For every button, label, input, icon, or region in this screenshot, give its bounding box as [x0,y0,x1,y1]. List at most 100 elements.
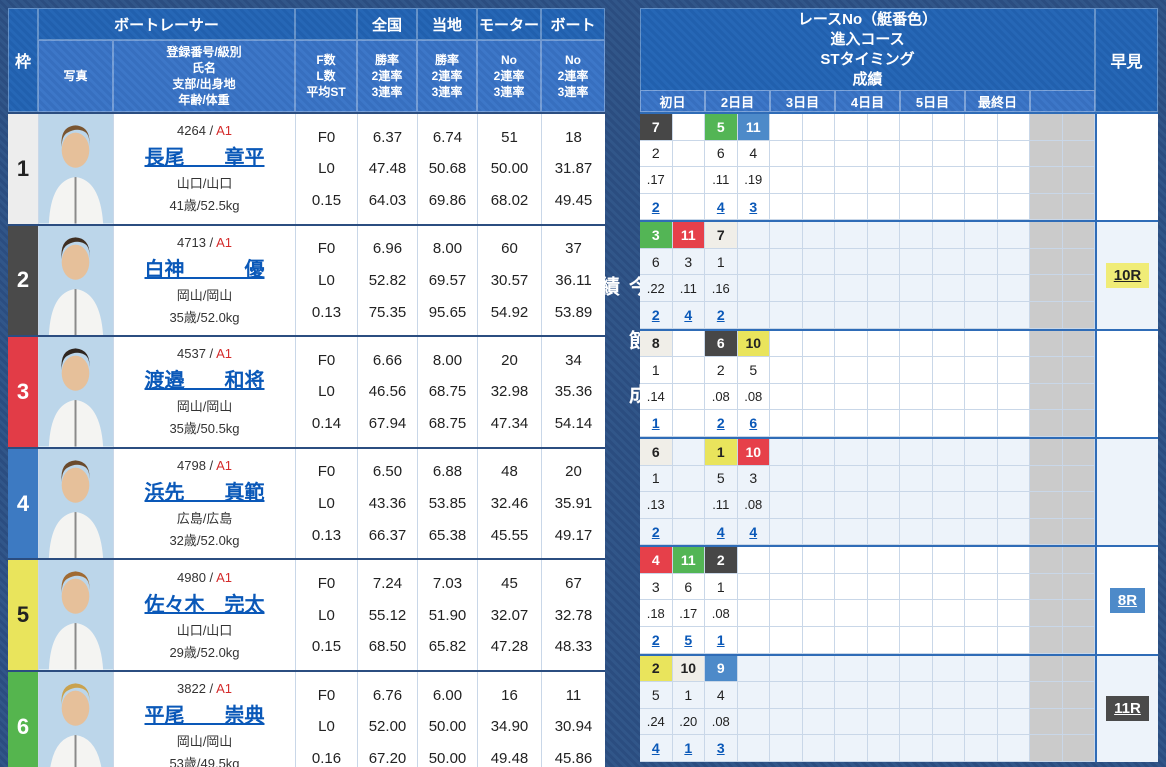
quick-view-race-link[interactable]: 8R [1109,587,1146,613]
boat-group-header: ボート [541,8,605,40]
result-link[interactable]: 4 [716,198,725,215]
racer-photo[interactable] [38,448,113,559]
entry-course-cell [802,573,835,601]
result-link[interactable]: 4 [716,523,725,540]
race-no-cell [997,438,1030,466]
quick-view-cell: 8R [1095,547,1158,654]
race-no-cell [835,655,868,683]
result-link[interactable]: 4 [749,523,758,540]
result-link[interactable]: 2 [651,198,660,215]
result-link[interactable]: 2 [716,306,725,323]
racer-name-link[interactable]: 浜先 真範 [144,482,265,505]
result-cell [965,627,998,654]
registration-class: 4980 / A1 [177,570,232,585]
st-timing-cell: .16 [705,275,738,303]
result-link[interactable]: 3 [716,740,725,757]
st-timing-cell [672,383,705,411]
entry-course-cell [770,573,803,601]
f-l-avgst-value: 0.15 [311,638,342,656]
quick-view-cell [1095,438,1158,546]
result-link[interactable]: 1 [651,415,660,432]
result-cell [932,735,965,762]
result-link[interactable]: 2 [651,523,660,540]
age-weight: 35歳/50.5kg [169,421,240,437]
result-link[interactable]: 2 [651,306,660,323]
result-cell [737,302,770,329]
st-timing-cell [672,492,705,519]
result-cell [932,193,965,221]
result-link[interactable]: 4 [651,740,660,757]
result-link[interactable]: 1 [716,631,725,648]
local-stats-value: 8.00 [432,351,463,369]
result-link[interactable]: 1 [684,740,693,757]
result-cell: 1 [640,410,673,437]
racer-photo[interactable] [38,337,113,447]
motor-stats-value: 47.28 [490,638,529,656]
racer-row: 6 3822 / A1 平尾 崇典 岡山/岡山 53歳/49.5kg F0 L0 0.16 6.… [8,669,605,767]
age-weight: 41歳/52.5kg [169,198,240,214]
motor-stats-value: 20 [501,351,518,369]
series-row: 6 1 10 1 5 3.13.11.08 2 4 4 [640,436,1158,546]
result-link[interactable]: 6 [749,415,758,432]
quick-view-cell: 11R [1095,655,1158,762]
st-timing-cell: .13 [640,492,673,519]
entry-course-cell [737,248,770,276]
boat-stats: 34 35.36 54.14 [541,337,605,447]
racer-name-link[interactable]: 佐々木 完太 [144,593,265,616]
boat-stats: 11 30.94 45.86 [541,671,605,767]
result-cell [900,627,933,654]
result-cell [1030,302,1063,329]
entry-course-cell [802,357,835,384]
result-link[interactable]: 5 [684,631,693,648]
entry-course-cell: 6 [705,140,738,168]
st-timing-cell [835,492,868,519]
race-no-cell [965,655,998,683]
racer-photo[interactable] [38,114,113,224]
result-cell: 2 [640,627,673,654]
st-timing-cell [867,708,900,736]
result-link[interactable]: 3 [749,198,758,215]
motor-stats: 16 34.90 49.48 [477,671,541,767]
boat-stats-value: 37 [565,240,582,258]
motor-stats-value: 49.48 [490,749,529,767]
racer-photo[interactable] [38,560,113,670]
quick-view-race-link[interactable]: 11R [1106,696,1149,722]
race-no-cell [802,222,835,249]
racer-photo[interactable] [38,671,113,767]
st-timing-cell [802,708,835,736]
boat-stats-value: 54.14 [554,415,593,433]
boat-stats-value: 32.78 [554,606,593,624]
st-timing-cell: .11 [672,275,705,303]
racer-name-link[interactable]: 平尾 崇典 [144,705,265,728]
racer-photo[interactable] [38,225,113,336]
reg-separator: / [205,234,217,250]
st-timing-cell [1062,167,1095,194]
st-timing-cell [770,492,803,519]
racer-name-link[interactable]: 長尾 章平 [144,147,265,170]
result-link[interactable]: 2 [651,631,660,648]
quick-view-race-link[interactable]: 10R [1105,262,1150,288]
st-timing-cell [900,167,933,194]
racer-name-link[interactable]: 渡邉 和将 [144,370,265,393]
entry-course-cell [997,682,1030,709]
series-grid: 8 6 10 1 2 5.14.08.08 1 2 6 [640,330,1095,437]
result-link[interactable]: 2 [716,415,725,432]
boat-stats-value: 35.91 [554,495,593,513]
result-cell [802,518,835,546]
result-link[interactable]: 4 [684,306,693,323]
local-stats-value: 69.57 [428,271,467,289]
local-stats: 6.88 53.85 65.38 [417,448,477,559]
entry-course-cell: 3 [737,465,770,493]
race-no-cell: 2 [705,547,738,574]
racer-name-link[interactable]: 白神 優 [144,258,265,281]
entry-course-cell [965,140,998,168]
st-timing-cell [770,600,803,628]
racer-row: 4 4798 / A1 浜先 真範 広島/広島 32歳/52.0kg F0 L0 0.13 6.… [8,446,605,559]
entry-course-cell [835,140,868,168]
race-no-cell [997,547,1030,574]
st-timing-cell [672,167,705,194]
race-no-cell [965,330,998,358]
entry-course-cell [835,248,868,276]
national-stats-value: 46.56 [368,383,407,401]
entry-course-cell [867,573,900,601]
